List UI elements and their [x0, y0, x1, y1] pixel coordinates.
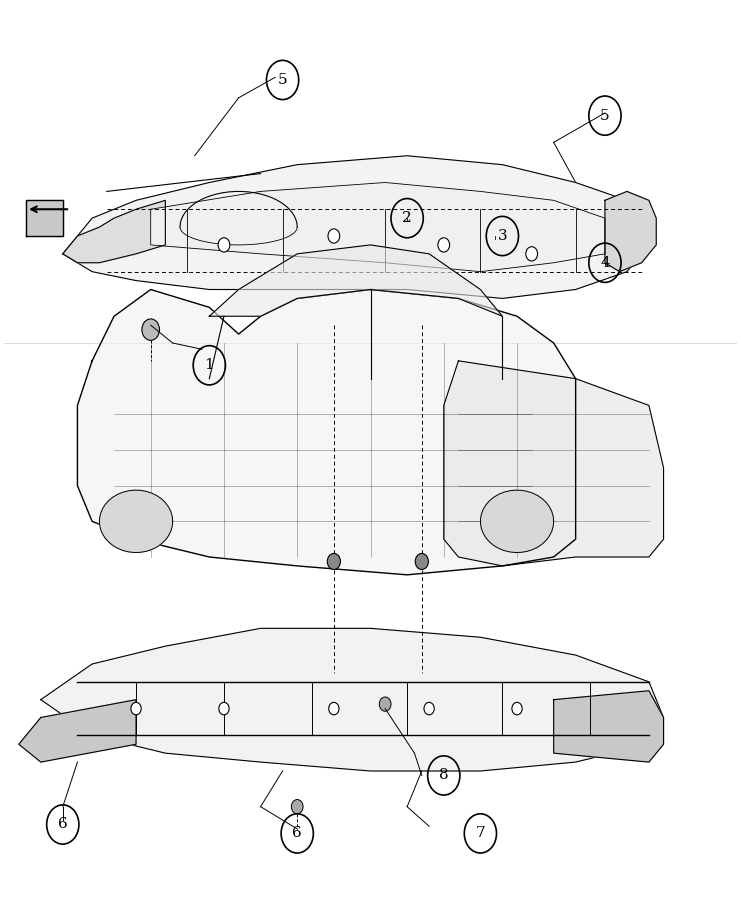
Polygon shape	[41, 628, 664, 771]
Text: 5: 5	[600, 109, 610, 122]
Circle shape	[142, 319, 159, 340]
Polygon shape	[26, 201, 63, 236]
Polygon shape	[63, 156, 649, 299]
Polygon shape	[150, 183, 605, 272]
Circle shape	[415, 554, 428, 570]
Circle shape	[328, 229, 339, 243]
Text: 8: 8	[439, 769, 448, 782]
Circle shape	[218, 238, 230, 252]
Polygon shape	[19, 699, 136, 762]
Circle shape	[328, 554, 340, 570]
Text: 7: 7	[476, 826, 485, 841]
Circle shape	[219, 702, 229, 715]
Circle shape	[526, 247, 537, 261]
Polygon shape	[77, 290, 576, 575]
Text: 6: 6	[58, 817, 67, 832]
Circle shape	[512, 702, 522, 715]
Text: 4: 4	[600, 256, 610, 270]
Text: 3: 3	[497, 229, 507, 243]
Circle shape	[379, 697, 391, 711]
Polygon shape	[63, 201, 165, 263]
Polygon shape	[605, 192, 657, 272]
Text: 5: 5	[278, 73, 288, 87]
Polygon shape	[209, 245, 502, 316]
Text: 2: 2	[402, 212, 412, 225]
Circle shape	[424, 702, 434, 715]
Polygon shape	[99, 491, 173, 553]
Circle shape	[131, 702, 142, 715]
Polygon shape	[444, 361, 664, 566]
Text: 1: 1	[205, 358, 214, 373]
Circle shape	[438, 238, 450, 252]
Text: 6: 6	[293, 826, 302, 841]
Circle shape	[291, 799, 303, 814]
Polygon shape	[480, 491, 554, 553]
Circle shape	[329, 702, 339, 715]
Polygon shape	[554, 691, 664, 762]
